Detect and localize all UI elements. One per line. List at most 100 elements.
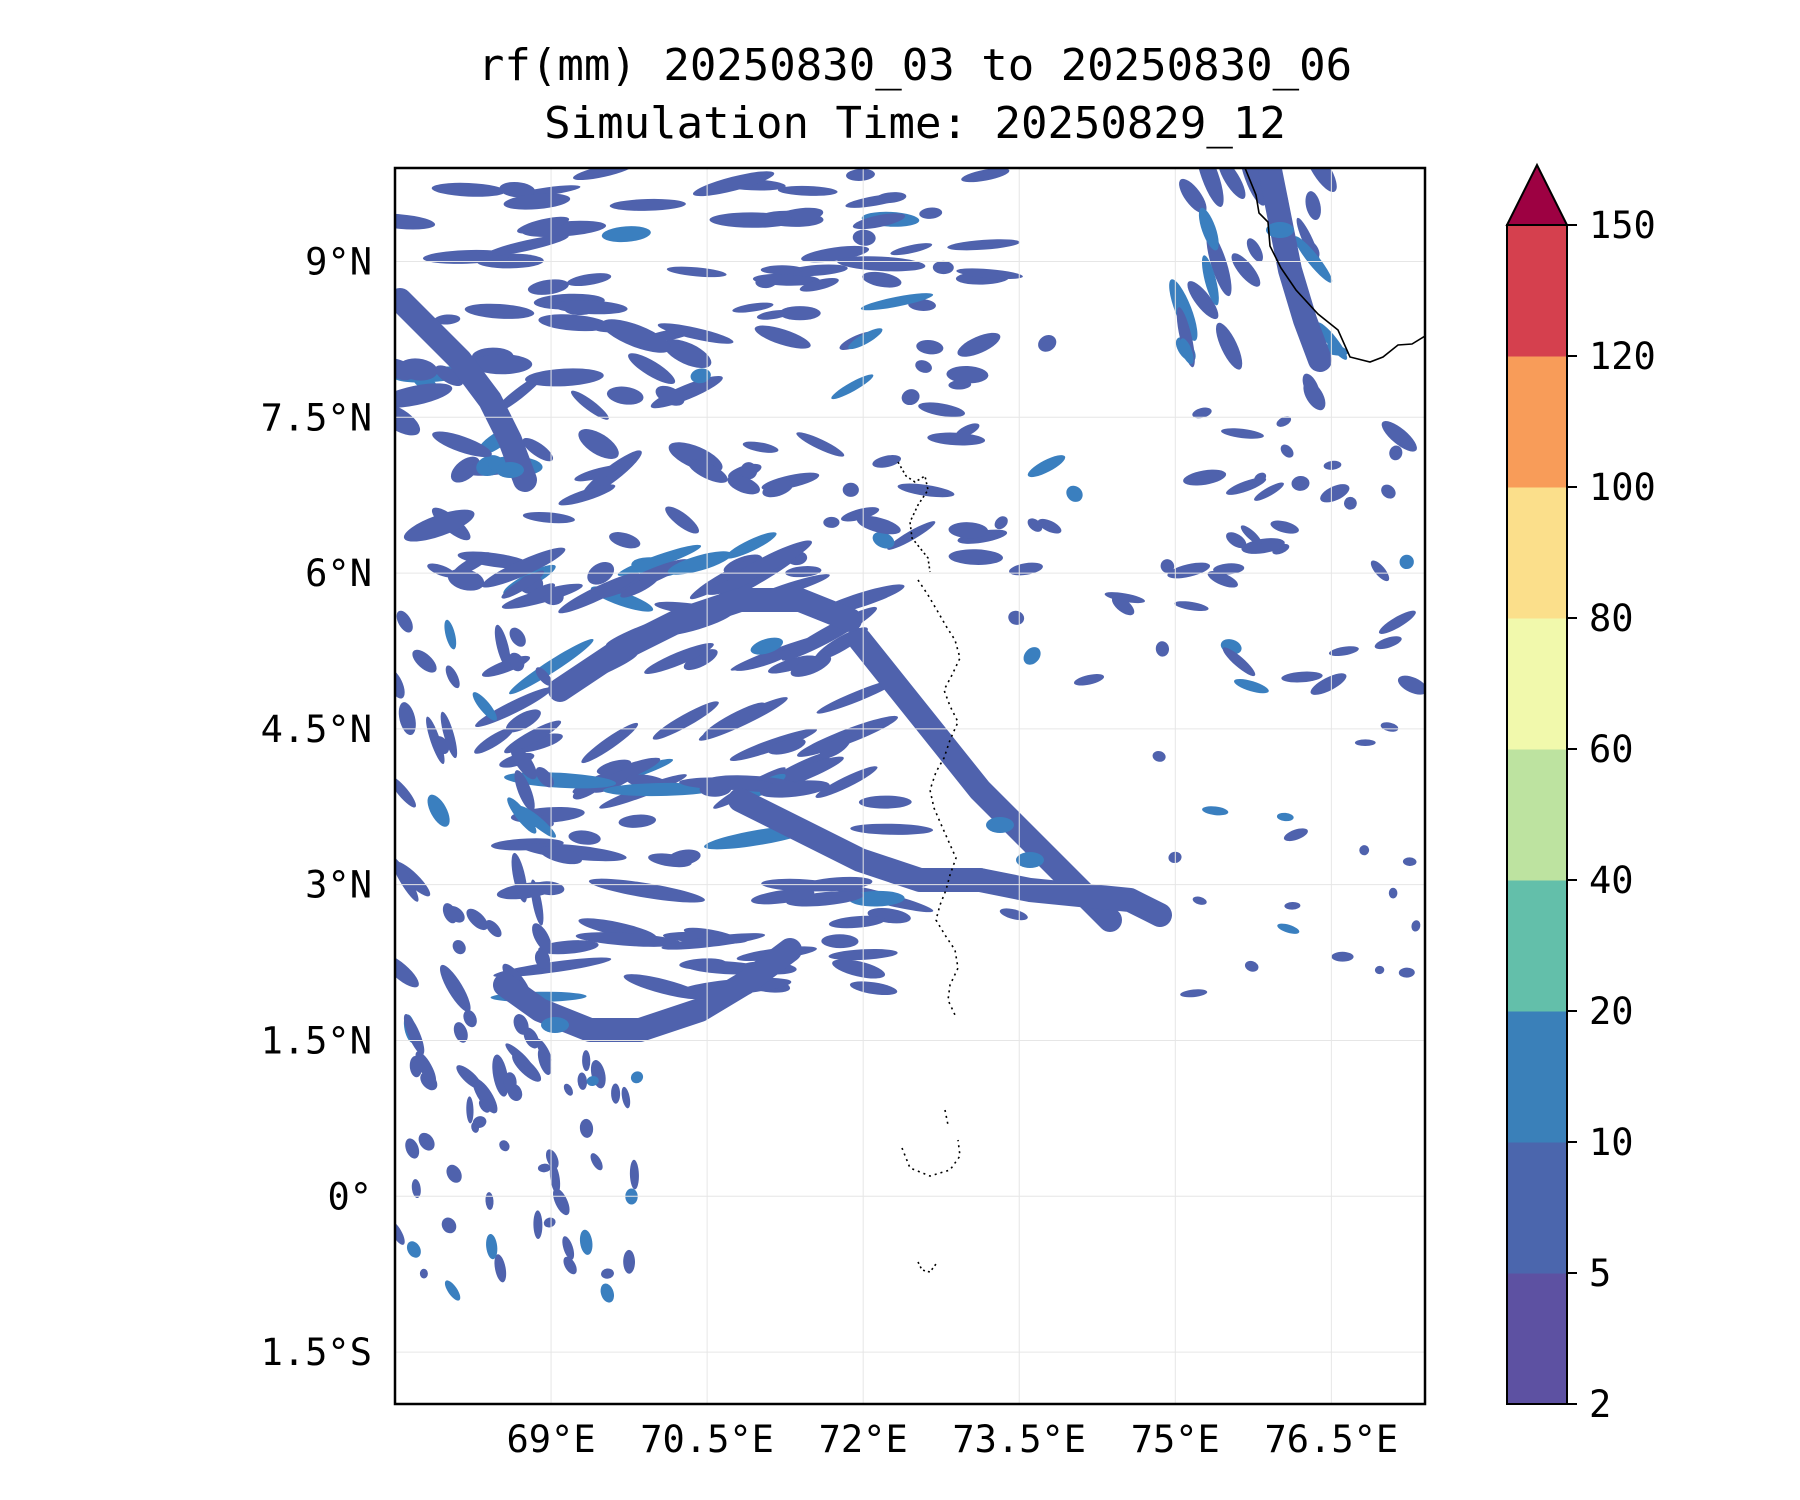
rain-cell [609,198,686,211]
rain-cell [1239,168,1267,206]
x-tick-label: 75°E [1131,1418,1220,1461]
rain-cell [553,300,628,315]
rain-cell [760,265,804,275]
rain-cell [777,185,838,196]
rain-cell [692,171,775,197]
rain-cell [609,532,641,549]
rain-cell [623,1249,636,1274]
rain-cell [485,234,569,256]
rain-cell [478,1099,491,1113]
rain-cell [1398,967,1415,978]
rain-cell [768,655,816,674]
map-title-line2: Simulation Time: 20250829_12 [544,98,1286,149]
rain-cell [525,368,604,387]
rain-cell [821,934,859,949]
rain-cell [517,216,570,234]
rain-cell [447,906,465,923]
rain-cell [890,243,933,256]
colorbar-level-label: 120 [1589,335,1656,378]
rain-cell [464,303,535,319]
rain-cell [403,509,475,542]
rain-cell [1221,428,1264,439]
rain-cell [514,770,535,812]
map-frame [393,166,1427,1406]
rain-cell [411,1179,421,1199]
rain-cell [644,642,714,675]
rain-cell [994,516,1008,530]
rain-core [1016,852,1044,868]
rain-cell [398,702,416,736]
rain-cell [566,273,612,287]
rain-cell [661,933,766,950]
rain-cell [750,637,783,655]
rain-band [1258,168,1332,372]
x-axis-tick-labels: 69°E 70.5°E 72°E 73.5°E 75°E 76.5°E [507,1418,1399,1461]
rain-cell [518,805,556,838]
rain-cell [816,678,900,714]
addu-atoll [901,1109,961,1177]
rain-cell [1066,485,1083,502]
rain-cell [732,302,774,313]
rain-cell [435,365,464,387]
rain-cell [683,649,718,671]
rain-cell [1277,923,1300,934]
colorbar-level-label: 150 [1589,204,1656,247]
rain-cell [412,649,437,673]
colorbar-level-label: 40 [1589,859,1634,902]
rain-cell [801,245,870,263]
rain-cell [828,915,886,929]
colorbar-level-label: 2 [1589,1383,1611,1426]
rain-cell [852,213,906,230]
colorbar-segment [1507,225,1567,357]
colorbar-level-label: 10 [1589,1121,1634,1164]
rain-cell [606,386,644,405]
coastlines [897,168,1425,1273]
rain-cell [440,964,471,1013]
rain-cell [961,168,1010,183]
rain-cell [530,879,544,926]
rain-cell [507,652,525,672]
rain-cell [522,437,554,462]
rain-cell [1202,806,1229,816]
y-tick-label: 1.5°S [261,1331,372,1374]
colorbar-segment [1507,618,1567,750]
rain-cell [538,940,599,955]
rain-cell [1180,989,1208,998]
rain-cell [948,380,972,390]
rain-cell [563,1256,577,1275]
y-tick-label: 4.5°N [261,708,372,751]
rain-cell [630,1071,644,1084]
india-coastline [1244,168,1425,363]
rain-cell [1192,896,1207,905]
rain-cell [1291,475,1310,491]
colorbar-segment [1507,749,1567,881]
rain-cell [690,368,711,384]
rain-cell [494,1254,507,1283]
rain-cell [797,715,898,757]
rain-cell [1374,636,1402,650]
rain-cell [1008,610,1025,625]
rain-cell [1009,562,1043,576]
rain-cell [761,878,838,892]
rain-cell [1328,646,1359,657]
rain-cell [1320,484,1350,503]
rain-cell [395,1221,405,1245]
rain-cell [1167,562,1211,579]
rain-cell [1241,538,1285,554]
rain-cell [1246,238,1263,262]
rain-cell [1305,168,1337,192]
rain-cell [590,1153,603,1171]
rain-cell [790,654,832,677]
rain-band [968,868,1172,927]
rain-band [493,938,802,1042]
rain-cell [1388,887,1398,899]
rain-cell [1374,965,1385,975]
rain-cell [916,339,944,355]
rain-cell [472,692,497,721]
rain-cell [1378,610,1416,634]
rain-cell [601,226,651,243]
rain-cell [431,182,506,197]
x-tick-label: 76.5°E [1265,1418,1399,1461]
rain-cell [756,310,790,320]
